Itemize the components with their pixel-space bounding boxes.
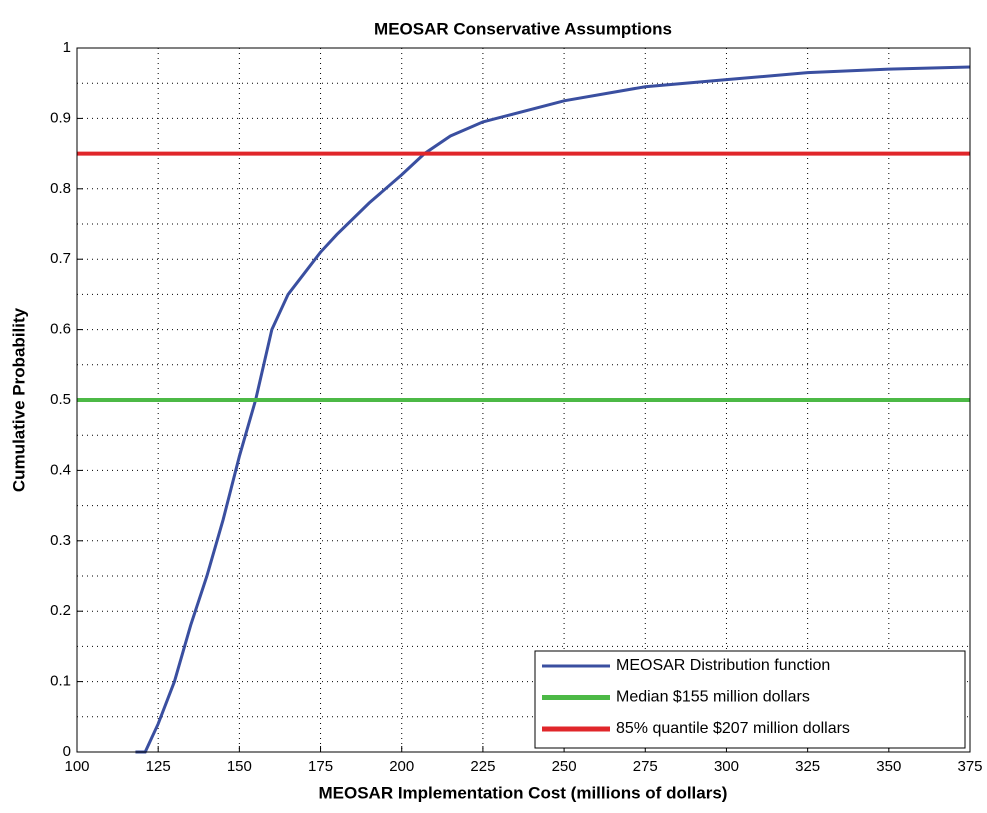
x-tick-label: 300 — [714, 758, 739, 775]
y-tick-label: 0.4 — [50, 461, 71, 478]
y-tick-label: 0.3 — [50, 532, 71, 549]
y-tick-label: 0 — [63, 743, 71, 760]
x-tick-label: 250 — [552, 758, 577, 775]
y-tick-label: 0.9 — [50, 109, 71, 126]
series-line — [135, 65, 971, 754]
legend-label: 85% quantile $207 million dollars — [616, 720, 850, 737]
x-tick-label: 350 — [876, 758, 901, 775]
legend-label: MEOSAR Distribution function — [616, 657, 830, 674]
chart-title: MEOSAR Conservative Assumptions — [374, 19, 672, 38]
x-axis-label: MEOSAR Implementation Cost (millions of … — [319, 783, 728, 802]
x-tick-label: 375 — [957, 758, 982, 775]
x-tick-label: 100 — [64, 758, 89, 775]
x-tick-label: 175 — [308, 758, 333, 775]
x-tick-label: 125 — [146, 758, 171, 775]
x-tick-label: 275 — [633, 758, 658, 775]
x-tick-label: 150 — [227, 758, 252, 775]
y-tick-label: 1 — [63, 39, 71, 56]
y-axis-label: Cumulative Probability — [9, 307, 28, 492]
plot-frame — [76, 47, 971, 753]
x-tick-label: 200 — [389, 758, 414, 775]
y-tick-label: 0.2 — [50, 602, 71, 619]
legend-label: Median $155 million dollars — [616, 689, 810, 706]
x-tick-label: 325 — [795, 758, 820, 775]
y-tick-label: 0.8 — [50, 180, 71, 197]
series — [77, 65, 971, 754]
legend: MEOSAR Distribution function Median $155 … — [534, 650, 966, 749]
grid: 100 125 150 175 200 225 250 275 300 325 350 375 0 0.1… — [50, 39, 982, 775]
y-tick-label: 0.5 — [50, 391, 71, 408]
y-tick-label: 0.1 — [50, 673, 71, 690]
y-tick-label: 0.7 — [50, 250, 71, 267]
y-tick-label: 0.6 — [50, 321, 71, 338]
x-tick-label: 225 — [470, 758, 495, 775]
